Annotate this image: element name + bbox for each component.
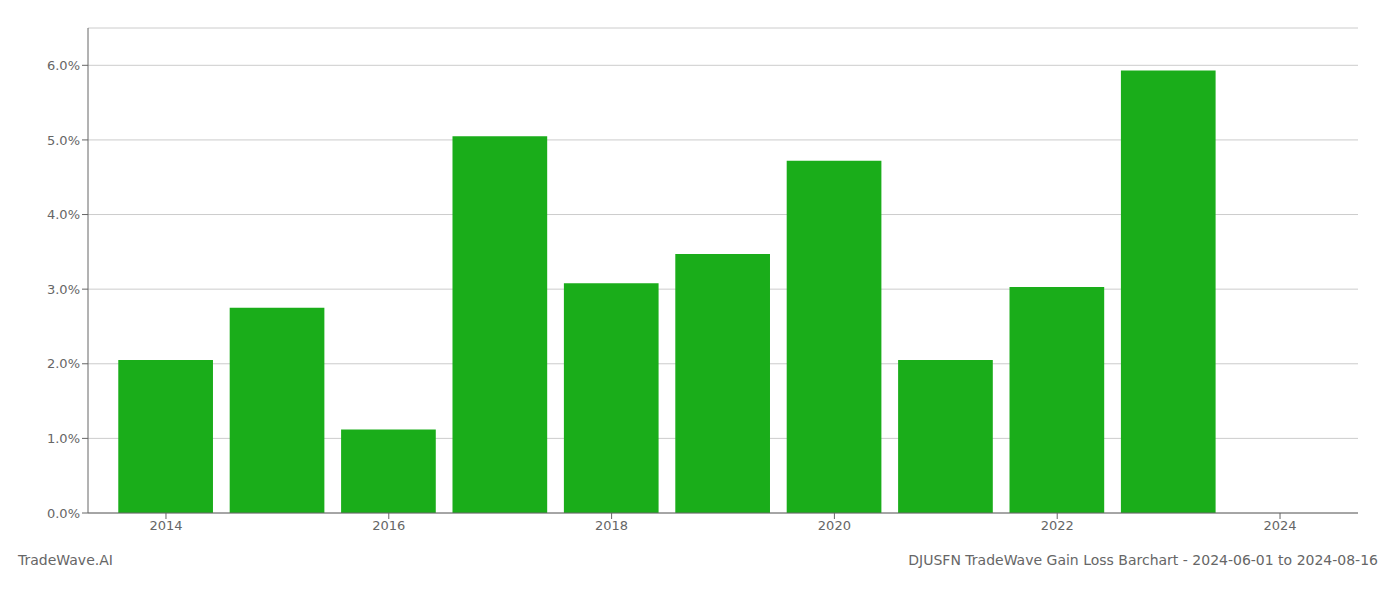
- svg-text:2024: 2024: [1263, 518, 1296, 533]
- svg-text:2016: 2016: [372, 518, 405, 533]
- html-text:TradeWave.AI: TradeWave.AI: [18, 552, 113, 568]
- svg-text:2018: 2018: [595, 518, 628, 533]
- svg-text:1.0%: 1.0%: [47, 431, 80, 446]
- svg-text:2.0%: 2.0%: [47, 356, 80, 371]
- html-text:DJUSFN TradeWave Gain Loss Bar: DJUSFN TradeWave Gain Loss Barchart - 20…: [908, 552, 1378, 568]
- svg-text:0.0%: 0.0%: [47, 506, 80, 521]
- svg-text:2022: 2022: [1041, 518, 1074, 533]
- svg-text:2014: 2014: [149, 518, 182, 533]
- svg-text:6.0%: 6.0%: [47, 58, 80, 73]
- svg-text:4.0%: 4.0%: [47, 207, 80, 222]
- svg-text:2020: 2020: [818, 518, 851, 533]
- svg-text:5.0%: 5.0%: [47, 133, 80, 148]
- svg-text:3.0%: 3.0%: [47, 282, 80, 297]
